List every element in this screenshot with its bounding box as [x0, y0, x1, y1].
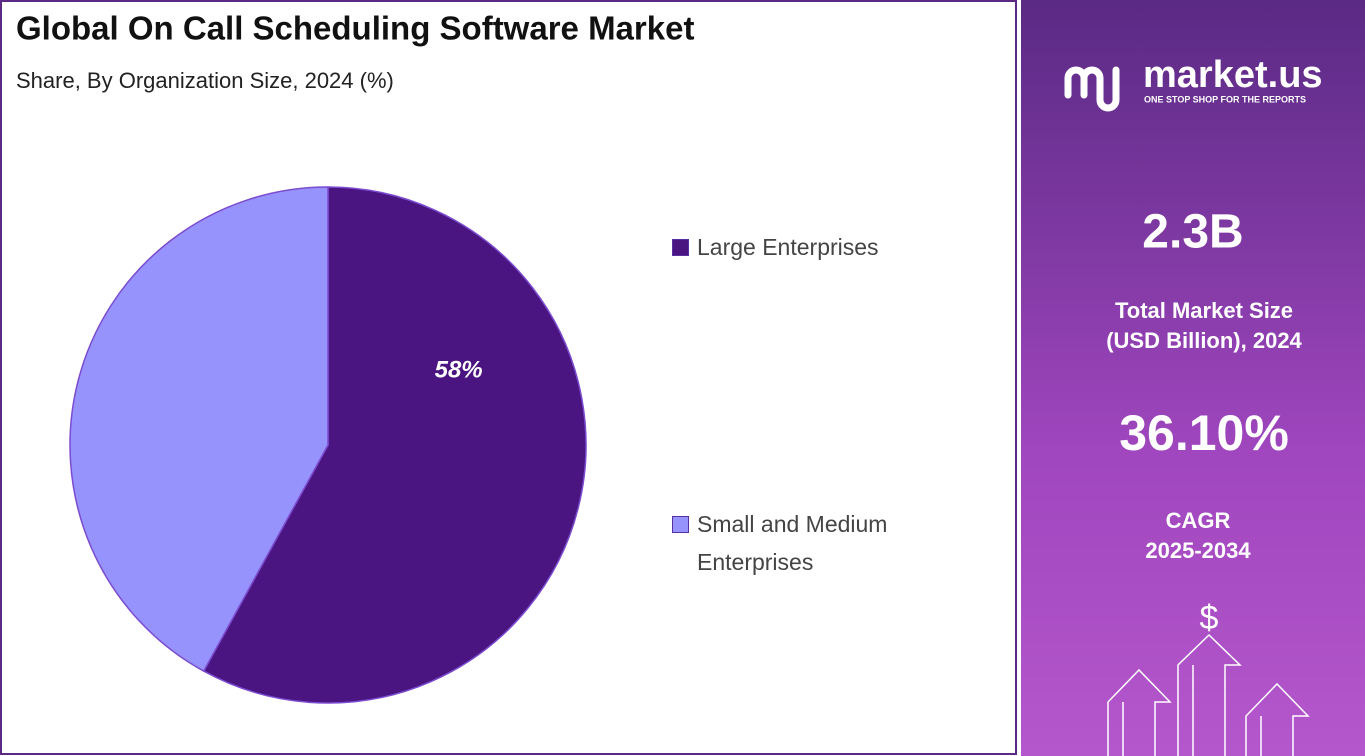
arrows [1107, 633, 1310, 756]
cagr-label: CAGR [1166, 508, 1231, 533]
side-panel [1021, 0, 1365, 756]
chart-title: Global On Call Scheduling Software Marke… [16, 10, 694, 47]
legend-item: Small and Medium Enterprises [672, 505, 947, 581]
value-label: 58% [435, 357, 483, 384]
pie-slice [202, 186, 587, 704]
pie-slice [69, 186, 329, 673]
legend-label: Small and Medium Enterprises [697, 511, 888, 575]
cagr-label: 2025-2034 [1145, 538, 1251, 563]
legend-swatch [672, 239, 689, 256]
cagr: 36.10% [1119, 405, 1289, 461]
market-size: 2.3B [1142, 206, 1243, 259]
dollar-icon: $ [1200, 599, 1219, 637]
legend-swatch [672, 516, 689, 533]
market-size-label: (USD Billion), 2024 [1106, 328, 1302, 353]
legend-label: Large Enterprises [697, 234, 879, 260]
brand: market.us [1143, 54, 1323, 96]
chart-subtitle: Share, By Organization Size, 2024 (%) [16, 68, 394, 93]
logo [1064, 66, 1120, 112]
tagline: ONE STOP SHOP FOR THE REPORTS [1144, 94, 1306, 104]
legend-item: Large Enterprises [672, 228, 947, 266]
market-size-label: Total Market Size [1115, 298, 1293, 323]
